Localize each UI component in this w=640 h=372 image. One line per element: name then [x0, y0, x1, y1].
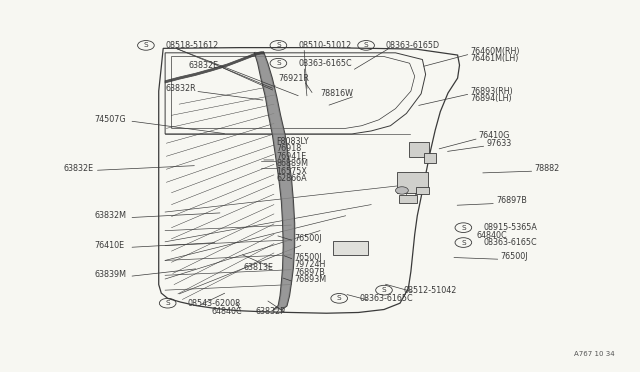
Text: S: S — [143, 42, 148, 48]
Text: 76893M: 76893M — [294, 275, 326, 284]
Text: 08363-6165D: 08363-6165D — [386, 41, 440, 50]
Text: 79724H: 79724H — [294, 260, 326, 269]
Text: 08510-51012: 08510-51012 — [298, 41, 351, 50]
Text: 64840C: 64840C — [477, 231, 508, 240]
Text: 62866A: 62866A — [276, 174, 307, 183]
Text: 78882: 78882 — [534, 164, 559, 173]
Text: 78816W: 78816W — [320, 89, 353, 98]
Text: S: S — [165, 300, 170, 306]
Text: S: S — [461, 240, 466, 246]
Circle shape — [396, 187, 408, 194]
Text: S: S — [276, 42, 281, 48]
Text: S: S — [337, 295, 342, 301]
Text: 08915-5365A: 08915-5365A — [483, 223, 537, 232]
Polygon shape — [255, 53, 294, 310]
Text: 76918: 76918 — [276, 144, 301, 153]
Text: 86889M: 86889M — [276, 159, 308, 168]
Bar — [416, 187, 429, 194]
Text: 76500J: 76500J — [294, 234, 322, 243]
Text: 08518-51612: 08518-51612 — [166, 41, 219, 50]
Text: 76410E: 76410E — [95, 241, 125, 250]
Text: 76461M(LH): 76461M(LH) — [470, 54, 519, 63]
Text: 76500J: 76500J — [294, 253, 322, 262]
Text: 63832P: 63832P — [256, 307, 286, 316]
Text: 97633: 97633 — [486, 139, 511, 148]
Text: 08543-62008: 08543-62008 — [188, 299, 241, 308]
Text: S: S — [364, 42, 369, 48]
Text: 63832R: 63832R — [165, 84, 196, 93]
Text: 76941E: 76941E — [276, 152, 307, 161]
Text: 16575X: 16575X — [276, 167, 307, 176]
Text: 76897B: 76897B — [496, 196, 527, 205]
Text: 74507G: 74507G — [95, 115, 126, 124]
Text: F8083LY: F8083LY — [276, 137, 309, 146]
Text: 76410G: 76410G — [479, 131, 510, 140]
Text: A767 10 34: A767 10 34 — [574, 351, 614, 357]
Text: 08363-6165C: 08363-6165C — [483, 238, 537, 247]
Text: 63813E: 63813E — [243, 263, 273, 272]
Text: 76921R: 76921R — [278, 74, 309, 83]
Text: 63839M: 63839M — [95, 270, 127, 279]
Text: 63832E: 63832E — [64, 164, 94, 173]
Text: 08363-6165C: 08363-6165C — [359, 294, 413, 303]
Bar — [397, 172, 428, 193]
Text: 08363-6165C: 08363-6165C — [298, 59, 352, 68]
Text: 76897B: 76897B — [294, 268, 325, 277]
Text: S: S — [381, 287, 387, 293]
Bar — [333, 241, 368, 255]
Text: 64840C: 64840C — [211, 307, 242, 316]
Text: S: S — [461, 225, 466, 231]
Text: 63832E: 63832E — [189, 61, 219, 70]
Text: 76460M(RH): 76460M(RH) — [470, 47, 520, 56]
Text: 76500J: 76500J — [500, 252, 528, 261]
Bar — [409, 142, 429, 157]
Text: 63832M: 63832M — [95, 211, 127, 220]
Bar — [399, 195, 417, 203]
Text: S: S — [276, 60, 281, 66]
Text: 76893(RH): 76893(RH) — [470, 87, 513, 96]
Text: 76894(LH): 76894(LH) — [470, 94, 512, 103]
Bar — [424, 153, 436, 163]
Text: 08512-51042: 08512-51042 — [404, 286, 457, 295]
